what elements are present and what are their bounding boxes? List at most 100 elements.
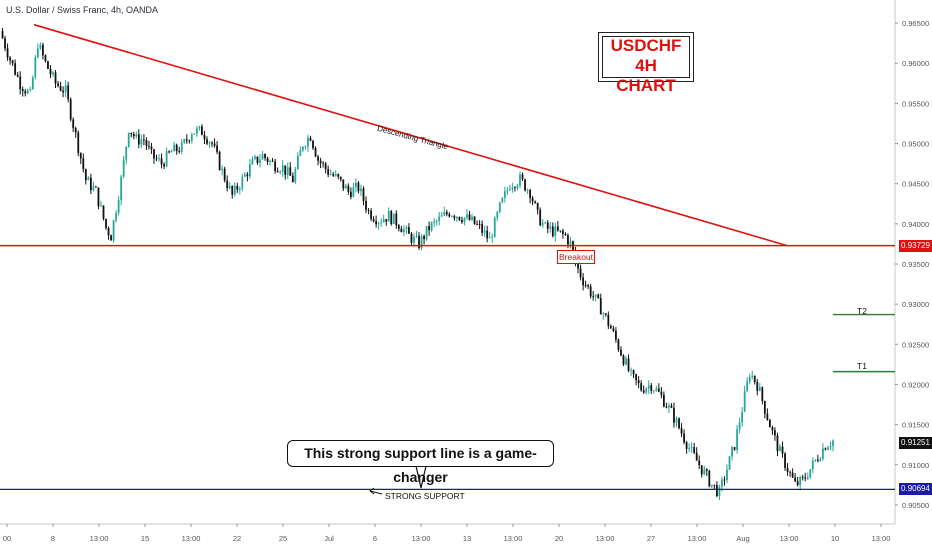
candle-body [655,388,658,391]
y-tick-label: 0.95500 [902,99,929,108]
candle-body [72,119,75,129]
candle-body [506,190,509,192]
candle-body [150,146,153,150]
candle-body [577,263,579,269]
candle-body [423,236,425,240]
candle-body [183,139,186,143]
candle-body [69,99,72,120]
candle-body [89,177,92,191]
candle-body [165,151,168,167]
candle-body [678,418,680,429]
candle-body [36,48,39,58]
candle-body [806,477,809,479]
descending-triangle-label: Descending Triangle [376,124,449,152]
x-tick-label: 13:00 [504,534,523,543]
candle-body [761,387,764,401]
candle-body [809,469,812,478]
candle-body [713,484,716,486]
candle-body [95,186,97,188]
candle-body [473,216,476,225]
candle-body [319,160,322,164]
support-arrow-head [369,487,375,495]
candle-body [405,227,408,230]
candle-body [34,57,37,78]
candle-body [339,176,342,180]
candle-body [332,174,335,176]
candle-body [188,140,191,142]
candle-body [521,174,524,180]
candle-body [768,419,771,428]
candle-body [347,185,350,192]
candle-body [710,484,713,487]
candle-body [771,427,774,431]
badge-line-2: CHART [616,76,676,95]
candle-body [483,230,486,233]
x-tick-label: 13:00 [688,534,707,543]
candle-body [789,471,791,473]
candle-body [519,174,521,186]
candle-body [4,38,6,49]
candle-body [448,214,451,217]
candle-body [385,219,388,222]
candle-body [776,435,779,452]
candle-body [62,90,65,93]
candle-body [632,370,635,375]
candle-body [39,44,42,49]
candle-body [352,187,355,197]
candle-body [668,405,670,408]
candle-body [271,160,274,162]
candle-body [705,469,708,471]
candle-body [498,202,501,213]
candle-body [233,185,236,195]
candle-body [718,486,721,497]
candle-body [670,405,673,408]
x-tick-label: 13:00 [412,534,431,543]
candle-body [794,477,797,482]
candle-body [703,469,706,475]
candle-body [264,154,266,159]
breakout-label: Breakout [557,250,595,264]
candle-body [556,226,559,231]
candle-body [254,156,256,159]
candle-body [625,358,627,365]
x-tick-label: 00 [3,534,11,543]
candle-body [481,224,484,233]
candle-body [567,235,569,245]
x-tick-label: Aug [736,534,749,543]
candle-body [589,286,592,297]
candle-body [1,31,4,39]
candle-body [279,171,282,173]
candle-body [564,233,567,236]
candle-body [155,158,158,160]
candle-body [440,215,443,217]
candle-body [819,458,822,461]
candle-body [536,202,539,210]
candle-body [64,85,67,93]
candle-body [284,165,287,175]
candle-body [461,219,463,223]
candle-body [746,381,749,392]
x-tick-label: Jul [324,534,334,543]
candle-body [84,169,87,181]
candle-body [741,411,744,423]
candle-body [216,145,218,152]
candle-body [185,139,188,141]
candle-body [168,151,171,153]
support-callout: This strong support line is a game-chang… [287,440,554,485]
candle-body [44,55,47,62]
badge-inner-frame [602,36,690,78]
candle-body [92,186,95,191]
candle-body [756,382,759,391]
candle-body [597,294,600,299]
y-tick-label: 0.93500 [902,260,929,269]
y-tick-label: 0.90500 [902,501,929,510]
candle-body [435,221,438,222]
candle-body [342,179,345,189]
candle-body [690,447,693,449]
candle-body [291,175,294,183]
candle-body [362,188,365,201]
candle-body [630,370,632,371]
candle-body [726,469,728,481]
